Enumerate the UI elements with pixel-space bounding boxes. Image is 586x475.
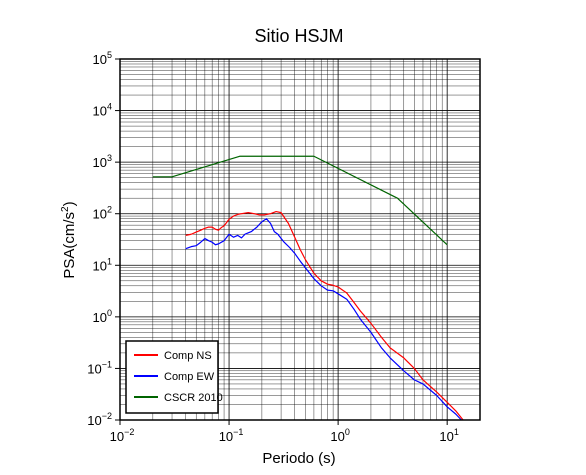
y-tick-exp: 3 xyxy=(107,153,112,163)
series-line-comp-ew xyxy=(185,218,462,421)
y-axis-label: PSA(cm/s2) xyxy=(60,201,78,278)
y-tick-label: 10−1 xyxy=(87,359,112,376)
y-tick-base: 10 xyxy=(93,155,107,170)
y-tick-base: 10 xyxy=(93,104,107,119)
y-tick-label: 103 xyxy=(93,153,112,170)
y-tick-exp: −1 xyxy=(102,359,112,369)
y-axis-label-sup: 2 xyxy=(60,206,71,212)
x-tick-exp: −2 xyxy=(124,427,134,437)
legend-label: Comp NS xyxy=(164,350,212,362)
chart-title: Sitio HSJM xyxy=(254,26,343,46)
y-tick-base: 10 xyxy=(87,361,101,376)
x-tick-label: 10−1 xyxy=(219,427,244,444)
y-tick-base: 10 xyxy=(87,413,101,428)
x-tick-exp: 1 xyxy=(454,427,459,437)
x-tick-base: 10 xyxy=(439,429,453,444)
x-axis-ticks: 10−2 10−1 100 101 xyxy=(110,420,459,444)
x-tick-label: 10−2 xyxy=(110,427,135,444)
y-tick-label: 100 xyxy=(93,308,112,325)
y-tick-label: 10−2 xyxy=(87,411,112,428)
legend-label: Comp EW xyxy=(164,371,215,383)
y-tick-label: 101 xyxy=(93,256,112,273)
legend: Comp NS Comp EW CSCR 2010 xyxy=(125,340,223,414)
x-tick-base: 10 xyxy=(219,429,233,444)
y-axis-label-end: ) xyxy=(61,201,78,206)
y-tick-exp: 0 xyxy=(107,308,112,318)
series-group xyxy=(152,155,464,421)
series-line-comp-ns xyxy=(185,210,464,421)
y-tick-base: 10 xyxy=(93,52,107,67)
y-tick-base: 10 xyxy=(93,258,107,273)
y-tick-exp: −2 xyxy=(102,411,112,421)
y-tick-exp: 5 xyxy=(107,50,112,60)
y-tick-exp: 1 xyxy=(107,256,112,266)
x-tick-exp: −1 xyxy=(233,427,243,437)
y-tick-label: 105 xyxy=(93,50,112,67)
series-line-cscr-2010 xyxy=(152,155,448,246)
grid xyxy=(119,58,481,421)
x-tick-base: 10 xyxy=(110,429,124,444)
y-tick-base: 10 xyxy=(93,310,107,325)
y-tick-exp: 2 xyxy=(107,205,112,215)
x-tick-base: 10 xyxy=(330,429,344,444)
y-tick-exp: 4 xyxy=(107,102,112,112)
y-tick-label: 104 xyxy=(93,102,112,119)
y-axis-label-base: PSA(cm/s xyxy=(61,212,78,279)
plot-frame xyxy=(119,58,481,421)
x-tick-label: 101 xyxy=(439,427,458,444)
legend-label: CSCR 2010 xyxy=(164,392,223,404)
x-tick-label: 100 xyxy=(330,427,349,444)
x-axis-label: Periodo (s) xyxy=(262,450,335,467)
y-tick-base: 10 xyxy=(93,207,107,222)
x-tick-exp: 0 xyxy=(345,427,350,437)
y-tick-label: 102 xyxy=(93,205,112,222)
